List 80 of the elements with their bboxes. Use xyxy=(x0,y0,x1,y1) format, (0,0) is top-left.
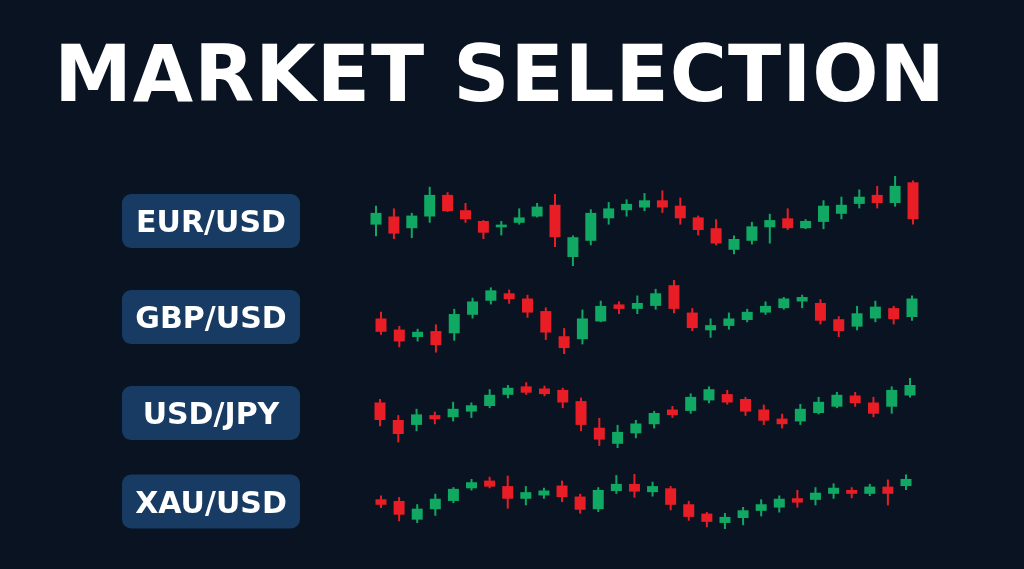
candlestick xyxy=(889,175,901,208)
candlestick xyxy=(460,202,471,224)
candlestick xyxy=(406,211,418,240)
candlestick xyxy=(393,324,405,349)
candlestick xyxy=(888,304,900,326)
candlestick xyxy=(782,207,794,231)
candlestick xyxy=(853,188,865,210)
candlestick xyxy=(871,184,883,210)
candlestick xyxy=(728,234,740,256)
candlestick xyxy=(567,234,579,267)
candlestick xyxy=(674,196,686,226)
candlestick xyxy=(650,287,662,311)
candlestick xyxy=(882,478,894,507)
text: GBP/USD xyxy=(135,300,287,335)
candlestick xyxy=(575,396,587,433)
candlestick xyxy=(576,308,588,346)
candlestick xyxy=(833,315,845,338)
candlestick xyxy=(393,496,405,523)
candlestick xyxy=(683,499,695,522)
candlestick xyxy=(429,492,441,517)
candlestick xyxy=(442,191,454,213)
candlestick xyxy=(447,400,459,423)
candlestick xyxy=(906,294,918,322)
candlestick xyxy=(904,377,916,399)
candlestick xyxy=(603,201,615,226)
candlestick xyxy=(411,503,423,524)
candlestick xyxy=(520,485,532,507)
candlestick xyxy=(610,474,622,495)
candlestick xyxy=(540,306,552,341)
candlestick xyxy=(818,199,829,231)
candlestick xyxy=(592,486,604,513)
candlestick xyxy=(430,323,442,354)
candlestick xyxy=(448,307,460,342)
text: EUR/USD xyxy=(136,204,286,239)
chart-title: XAU/USD xyxy=(135,484,287,520)
candlestick xyxy=(424,185,436,224)
candlestick xyxy=(794,402,806,426)
candlestick xyxy=(867,395,879,419)
candlestick xyxy=(665,485,677,512)
candlestick xyxy=(740,395,752,417)
candlestick xyxy=(668,279,680,315)
candlestick xyxy=(392,414,404,444)
candlestick xyxy=(374,398,386,428)
candlestick xyxy=(705,317,717,339)
candlestick xyxy=(630,419,642,440)
candlestick xyxy=(388,207,400,240)
candlestick xyxy=(737,506,749,527)
candlestick xyxy=(477,219,489,240)
candlestick xyxy=(886,385,898,415)
candlestick xyxy=(851,304,863,332)
candlestick xyxy=(631,294,643,316)
candlestick xyxy=(628,473,640,499)
candlestick xyxy=(835,195,847,221)
candlestick xyxy=(521,293,533,319)
text: USD/JPY xyxy=(142,396,281,431)
text: MARKET SELECTION xyxy=(54,29,946,119)
candlestick xyxy=(557,386,569,410)
candlestick xyxy=(595,299,607,324)
candlestick xyxy=(558,327,570,355)
candlestick xyxy=(484,388,496,410)
candlestick xyxy=(593,416,605,447)
candlestick xyxy=(814,298,826,326)
candlestick xyxy=(710,218,722,247)
candlestick xyxy=(370,204,382,238)
candlestick xyxy=(574,492,586,515)
candlestick xyxy=(502,474,514,510)
candlestick xyxy=(686,307,698,333)
candlestick xyxy=(467,296,479,320)
candlestick xyxy=(411,407,423,433)
candlestick xyxy=(375,310,387,336)
candlestick xyxy=(685,392,697,415)
candlestick xyxy=(764,212,776,245)
candlestick xyxy=(746,220,758,246)
candlestick xyxy=(758,403,770,426)
candlestick xyxy=(869,299,881,324)
candlestick xyxy=(612,423,624,449)
candlestick xyxy=(556,479,568,504)
candlestick xyxy=(809,486,821,507)
candlestick xyxy=(656,189,668,214)
candlestick xyxy=(692,214,704,237)
